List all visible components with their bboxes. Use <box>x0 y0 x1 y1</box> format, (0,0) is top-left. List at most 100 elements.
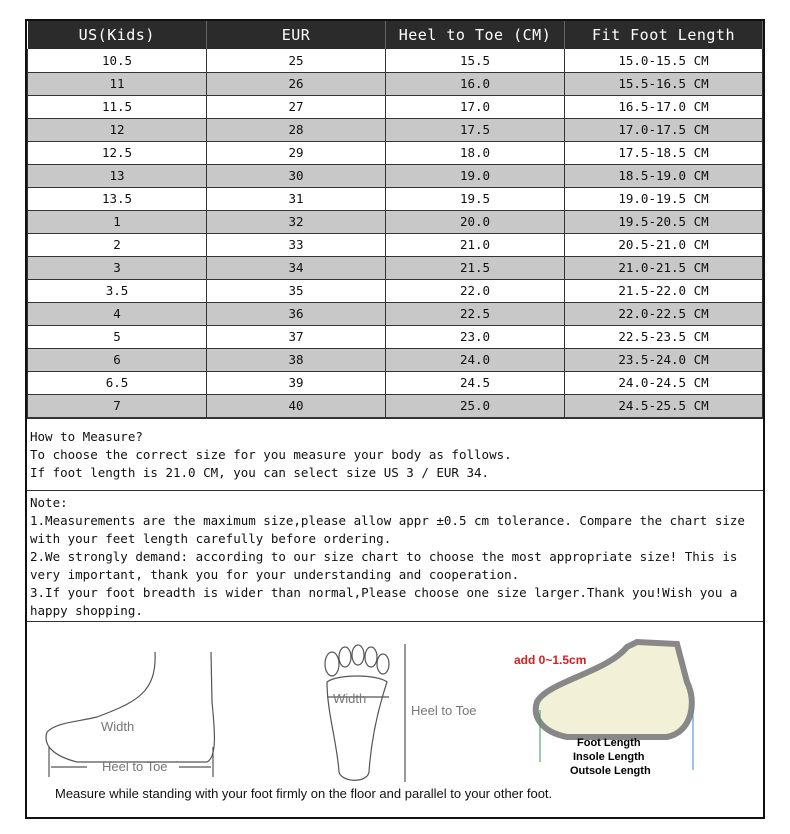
table-cell: 7 <box>27 394 207 418</box>
column-header: US(Kids) <box>27 21 207 49</box>
table-row: 5 37 23.0 22.5-23.5 CM <box>27 325 763 349</box>
table-cell: 27 <box>206 95 386 119</box>
table-cell: 17.0 <box>385 95 565 119</box>
table-cell: 37 <box>206 325 386 349</box>
table-cell: 16.5-17.0 CM <box>564 95 763 119</box>
table-row: 2 33 21.0 20.5-21.0 CM <box>27 233 763 257</box>
table-cell: 32 <box>206 210 386 234</box>
table-cell: 15.5-16.5 CM <box>564 72 763 96</box>
table-row: 7 40 25.0 24.5-25.5 CM <box>27 394 763 418</box>
note-title: Note: <box>30 494 68 510</box>
table-cell: 11 <box>27 72 207 96</box>
table-cell: 10.5 <box>27 49 207 73</box>
table-cell: 25 <box>206 49 386 73</box>
table-cell: 33 <box>206 233 386 257</box>
column-header: Fit Foot Length <box>564 21 763 49</box>
table-row: 13.5 31 19.5 19.0-19.5 CM <box>27 187 763 211</box>
table-cell: 12.5 <box>27 141 207 165</box>
table-cell: 28 <box>206 118 386 142</box>
measure-caption: Measure while standing with your foot fi… <box>55 785 553 801</box>
table-cell: 23.5-24.0 CM <box>564 348 763 372</box>
table-cell: 12 <box>27 118 207 142</box>
table-row: 6.5 39 24.5 24.0-24.5 CM <box>27 371 763 395</box>
table-row: 6 38 24.0 23.5-24.0 CM <box>27 348 763 372</box>
column-header: Heel to Toe (CM) <box>385 21 565 49</box>
table-cell: 20.5-21.0 CM <box>564 233 763 257</box>
table-cell: 18.0 <box>385 141 565 165</box>
shoe-cross-section-illustration <box>532 638 695 770</box>
table-cell: 2 <box>27 233 207 257</box>
table-row: 12 28 17.5 17.0-17.5 CM <box>27 118 763 142</box>
table-cell: 19.5-20.5 CM <box>564 210 763 234</box>
table-row: 11 26 16.0 15.5-16.5 CM <box>27 72 763 96</box>
measure-title: How to Measure? <box>30 428 143 444</box>
table-cell: 15.5 <box>385 49 565 73</box>
table-cell: 6 <box>27 348 207 372</box>
note-section: Note: 1.Measurements are the maximum siz… <box>27 489 763 621</box>
table-row: 13 30 19.0 18.5-19.0 CM <box>27 164 763 188</box>
table-cell: 25.0 <box>385 394 565 418</box>
table-row: 4 36 22.5 22.0-22.5 CM <box>27 302 763 326</box>
measure-line: To choose the correct size for you measu… <box>30 446 512 462</box>
table-cell: 22.5 <box>385 302 565 326</box>
table-row: 12.5 29 18.0 17.5-18.5 CM <box>27 141 763 165</box>
table-row: 1 32 20.0 19.5-20.5 CM <box>27 210 763 234</box>
how-to-measure: How to Measure? To choose the correct si… <box>27 417 763 490</box>
table-row: 3.5 35 22.0 21.5-22.0 CM <box>27 279 763 303</box>
table-cell: 18.5-19.0 CM <box>564 164 763 188</box>
table-row: 3 34 21.5 21.0-21.5 CM <box>27 256 763 280</box>
table-cell: 17.0-17.5 CM <box>564 118 763 142</box>
side-heel-to-toe-label: Heel to Toe <box>102 759 168 774</box>
table-cell: 29 <box>206 141 386 165</box>
table-cell: 40 <box>206 394 386 418</box>
table-cell: 30 <box>206 164 386 188</box>
side-foot-illustration <box>45 651 216 777</box>
table-cell: 1 <box>27 210 207 234</box>
table-header: US(Kids) EUR Heel to Toe (CM) Fit Foot Leng… <box>27 21 763 49</box>
table-cell: 23.0 <box>385 325 565 349</box>
sole-heel-to-toe-label: Heel to Toe <box>411 703 477 718</box>
table-cell: 11.5 <box>27 95 207 119</box>
table-cell: 4 <box>27 302 207 326</box>
outsole-length-label: Outsole Length <box>570 765 651 777</box>
table-cell: 19.0 <box>385 164 565 188</box>
table-cell: 21.0-21.5 CM <box>564 256 763 280</box>
table-cell: 15.0-15.5 CM <box>564 49 763 73</box>
table-row: 11.5 27 17.0 16.5-17.0 CM <box>27 95 763 119</box>
table-cell: 24.5 <box>385 371 565 395</box>
table-cell: 31 <box>206 187 386 211</box>
note-item: 2.We strongly demand: according to our s… <box>30 548 738 582</box>
table-row: 10.5 25 15.5 15.0-15.5 CM <box>27 49 763 73</box>
foot-length-label: Foot Length <box>577 737 641 749</box>
table-cell: 17.5 <box>385 118 565 142</box>
table-cell: 21.5 <box>385 256 565 280</box>
table-cell: 34 <box>206 256 386 280</box>
add-tolerance-label: add 0~1.5cm <box>514 653 586 667</box>
side-width-label: Width <box>101 719 134 734</box>
size-chart: US(Kids) EUR Heel to Toe (CM) Fit Foot Leng… <box>25 19 765 819</box>
table-cell: 22.5-23.5 CM <box>564 325 763 349</box>
sole-width-label: Width <box>333 691 366 706</box>
table-cell: 22.0 <box>385 279 565 303</box>
table-cell: 3 <box>27 256 207 280</box>
table-cell: 13.5 <box>27 187 207 211</box>
table-cell: 6.5 <box>27 371 207 395</box>
table-cell: 19.0-19.5 CM <box>564 187 763 211</box>
table-cell: 3.5 <box>27 279 207 303</box>
table-cell: 24.5-25.5 CM <box>564 394 763 418</box>
note-item: 3.If your foot breadth is wider than nor… <box>30 584 738 618</box>
table-cell: 21.5-22.0 CM <box>564 279 763 303</box>
column-header: EUR <box>206 21 386 49</box>
table-cell: 17.5-18.5 CM <box>564 141 763 165</box>
table-cell: 5 <box>27 325 207 349</box>
table-cell: 35 <box>206 279 386 303</box>
measure-diagram: Width Heel to Toe Width Heel to Toe add … <box>27 620 763 817</box>
table-cell: 21.0 <box>385 233 565 257</box>
table-cell: 19.5 <box>385 187 565 211</box>
table-cell: 24.0-24.5 CM <box>564 371 763 395</box>
insole-length-label: Insole Length <box>573 751 645 763</box>
table-cell: 38 <box>206 348 386 372</box>
measure-line: If foot length is 21.0 CM, you can selec… <box>30 464 490 480</box>
table-cell: 13 <box>27 164 207 188</box>
table-cell: 36 <box>206 302 386 326</box>
